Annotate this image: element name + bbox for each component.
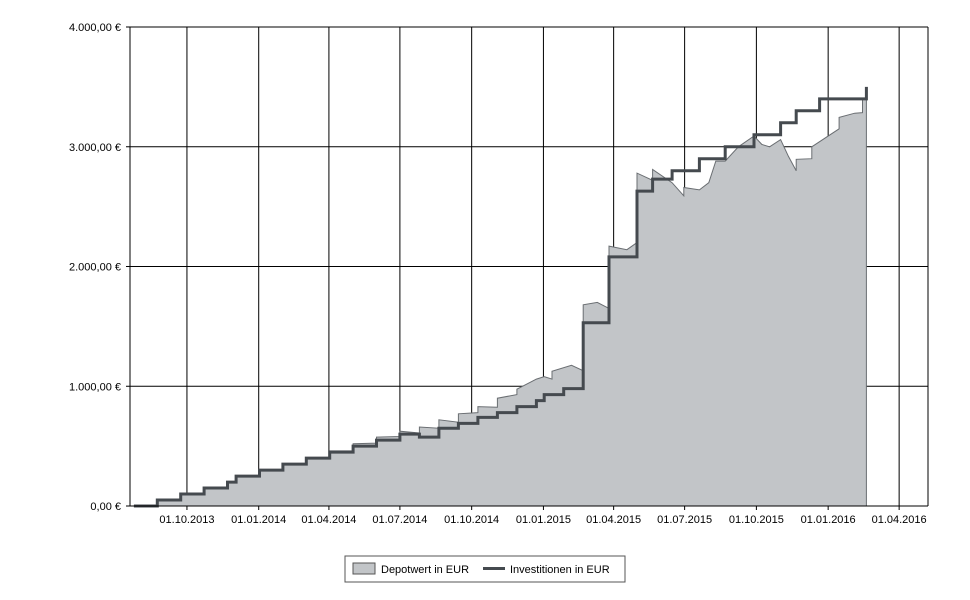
x-tick-label: 01.04.2015 bbox=[586, 514, 641, 526]
x-tick-label: 01.01.2016 bbox=[801, 514, 856, 526]
legend-label-investitionen: Investitionen in EUR bbox=[510, 564, 610, 576]
x-axis-ticks: 01.10.2013 01.01.2014 01.04.2014 01.07.2014… bbox=[159, 506, 927, 526]
y-tick-label: 3.000,00 € bbox=[69, 142, 121, 154]
x-tick-label: 01.07.2014 bbox=[372, 514, 427, 526]
legend: Depotwert in EUR Investitionen in EUR bbox=[344, 555, 626, 583]
x-tick-label: 01.07.2015 bbox=[657, 514, 712, 526]
x-tick-label: 01.04.2016 bbox=[872, 514, 927, 526]
y-axis-ticks: 0,00 € 1.000,00 € 2.000,00 € 3.000,00 € 4.00… bbox=[69, 22, 130, 513]
y-tick-label: 4.000,00 € bbox=[69, 22, 121, 34]
x-tick-label: 01.04.2014 bbox=[301, 514, 356, 526]
y-tick-label: 0,00 € bbox=[90, 501, 121, 513]
x-tick-label: 01.01.2015 bbox=[516, 514, 571, 526]
y-tick-label: 1.000,00 € bbox=[69, 381, 121, 393]
x-tick-label: 01.10.2013 bbox=[159, 514, 214, 526]
axes bbox=[129, 26, 929, 507]
x-tick-label: 01.01.2014 bbox=[231, 514, 286, 526]
series-line-investitionen-in-eur bbox=[133, 86, 868, 508]
series-layer bbox=[133, 86, 868, 508]
x-tick-label: 01.10.2015 bbox=[729, 514, 784, 526]
legend-swatch-depotwert bbox=[352, 562, 376, 575]
x-tick-label: 01.10.2014 bbox=[444, 514, 499, 526]
y-tick-label: 2.000,00 € bbox=[69, 262, 121, 274]
legend-label-depotwert: Depotwert in EUR bbox=[381, 564, 469, 576]
